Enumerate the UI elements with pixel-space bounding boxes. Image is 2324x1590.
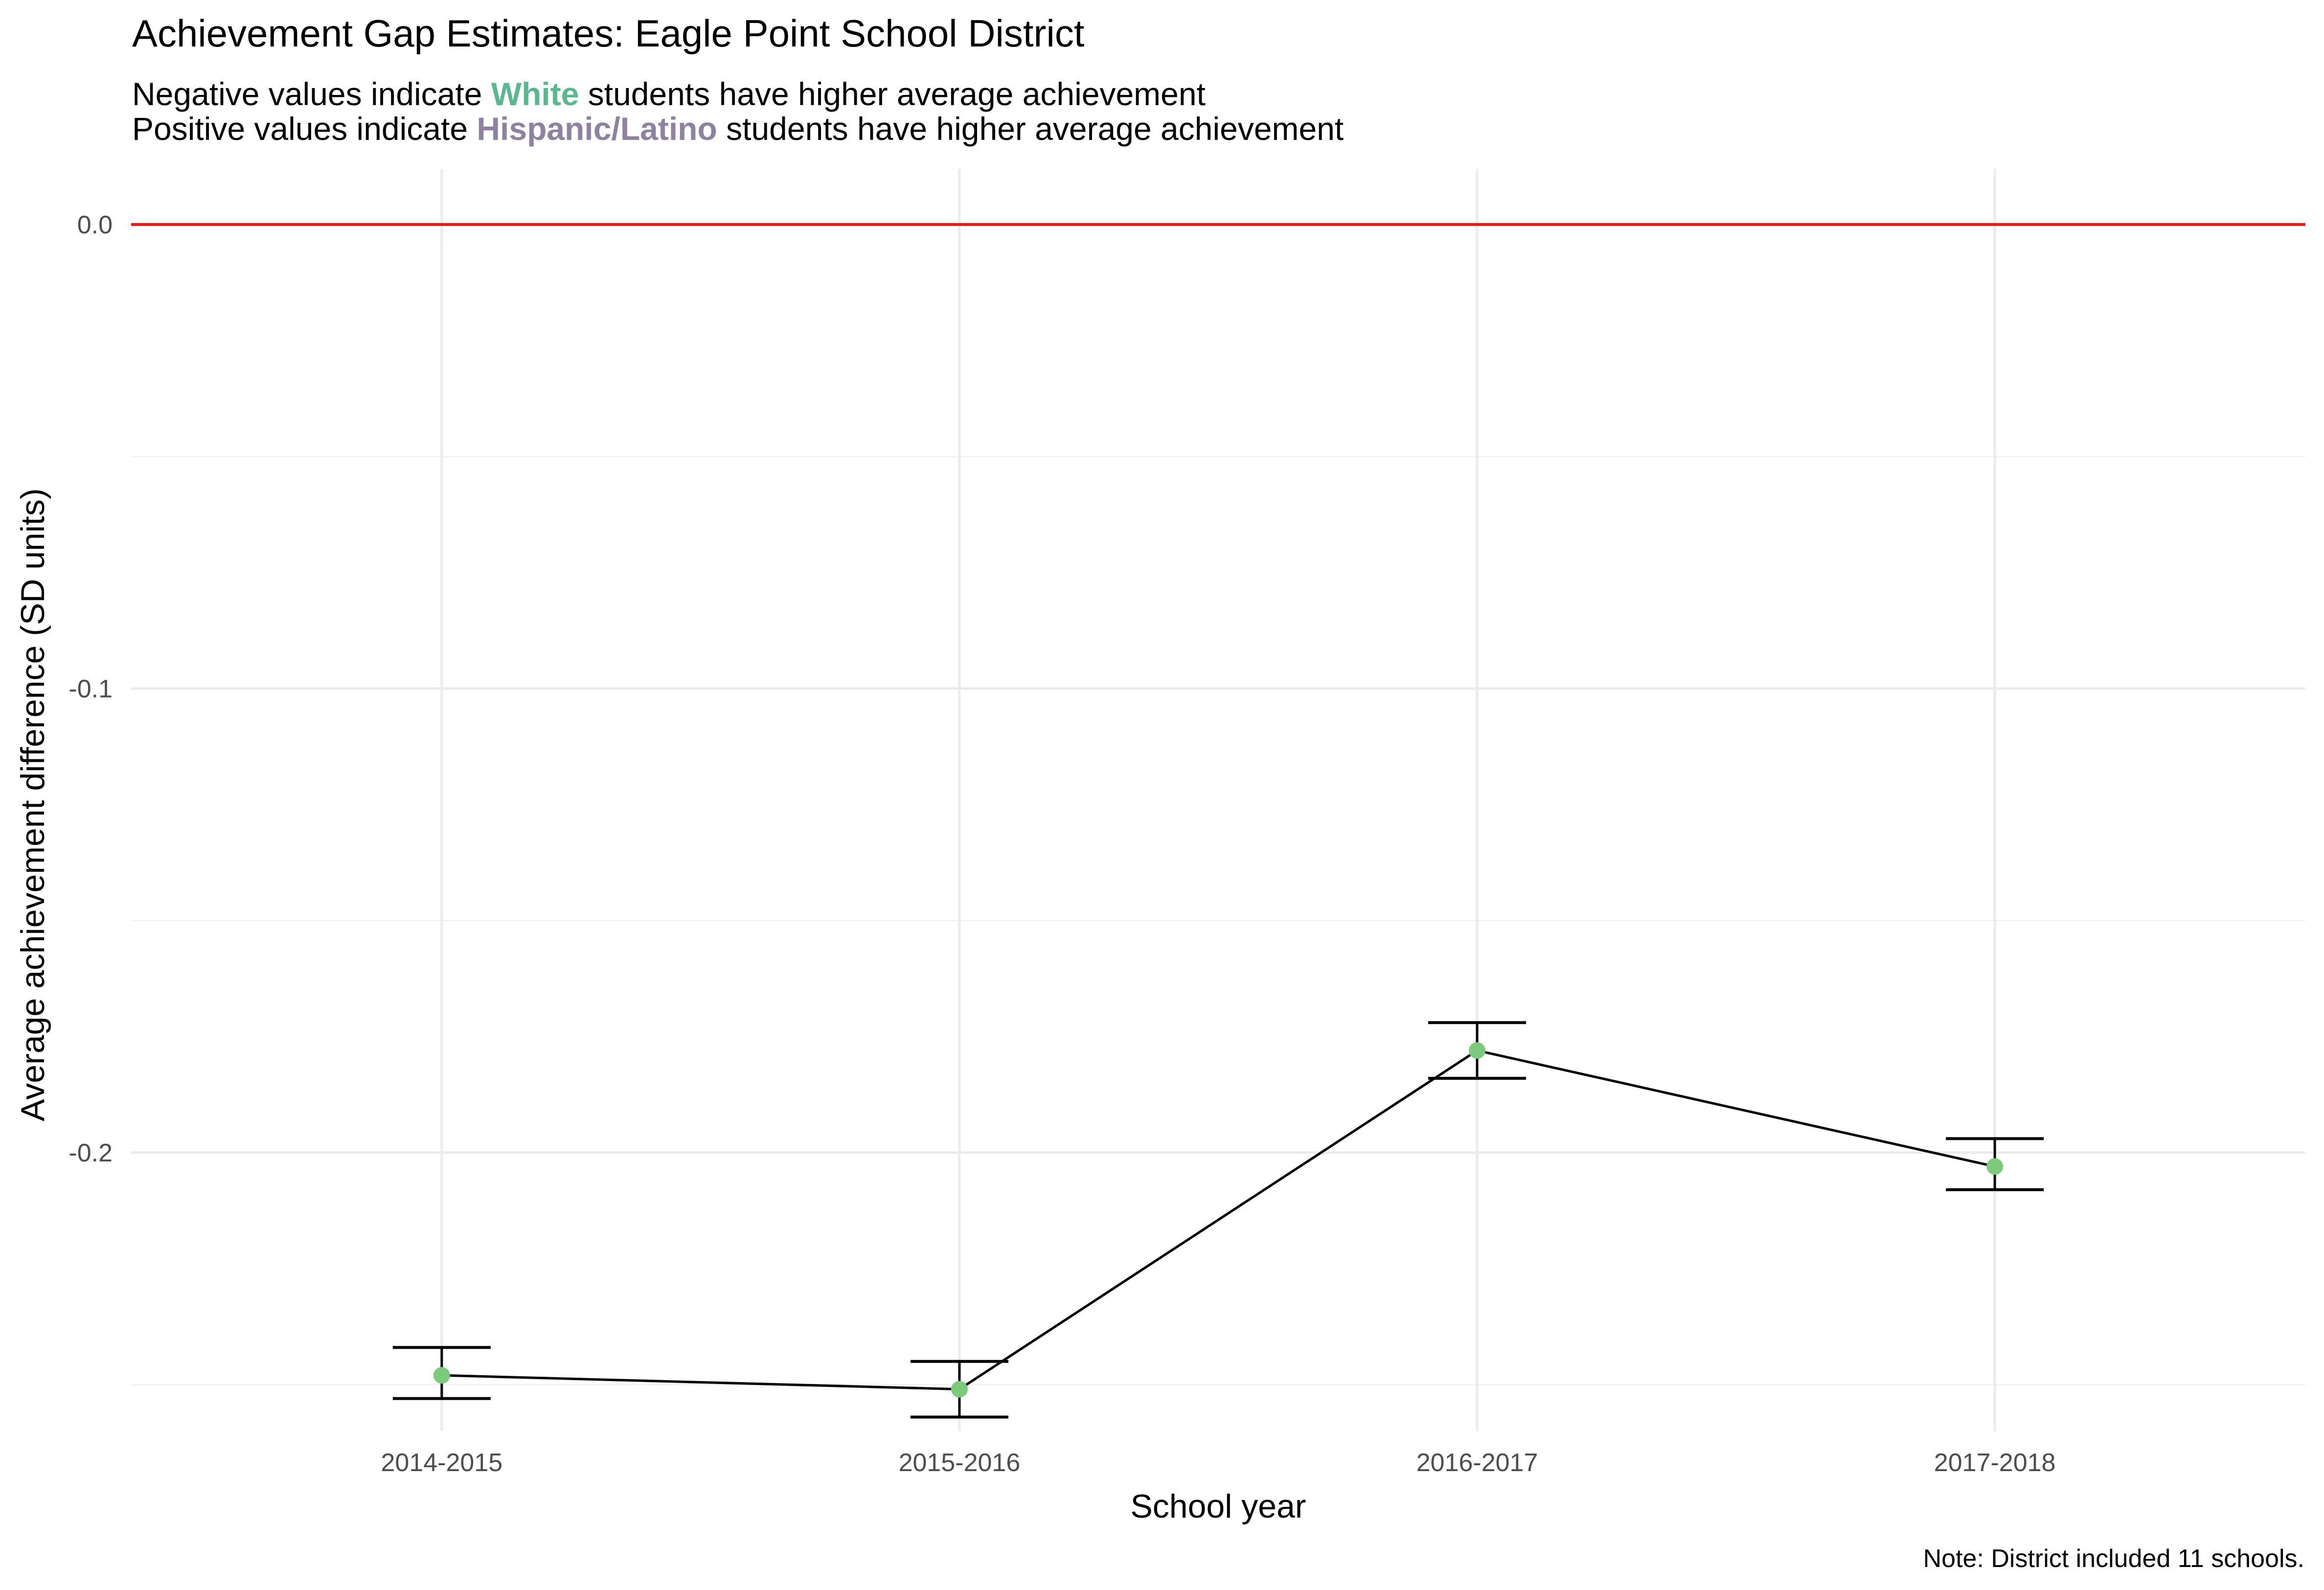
series-line: [441, 1049, 1995, 1391]
subtitle-line-1-suffix: students have higher average achievement: [579, 76, 1206, 112]
chart-title: Achievement Gap Estimates: Eagle Point S…: [132, 12, 1085, 55]
subtitle-line-2-highlight: Hispanic/Latino: [477, 111, 717, 147]
x-tick-label: 2014-2015: [381, 1449, 503, 1477]
data-point: [951, 1381, 968, 1398]
y-tick-label: 0.0: [77, 211, 113, 239]
x-tick-label: 2016-2017: [1416, 1449, 1538, 1477]
subtitle-line-2-prefix: Positive values indicate: [132, 111, 477, 147]
subtitle-line-1-highlight: White: [491, 76, 579, 112]
x-tick-label: 2017-2018: [1934, 1449, 2056, 1477]
subtitle-line-2: Positive values indicate Hispanic/Latino…: [132, 111, 1344, 147]
data-point: [433, 1367, 450, 1384]
y-tick-labels: 0.0 -0.1 -0.2: [68, 211, 113, 1167]
data-point: [1469, 1042, 1486, 1059]
x-axis-title: School year: [1130, 1488, 1306, 1525]
y-axis-title: Average achievement difference (SD units…: [14, 488, 51, 1121]
y-tick-label: -0.2: [68, 1139, 113, 1167]
subtitle-line-1: Negative values indicate White students …: [132, 76, 1206, 112]
data-layer: [392, 1021, 2044, 1419]
subtitle-line-1-prefix: Negative values indicate: [132, 76, 491, 112]
data-point: [1986, 1158, 2004, 1175]
title-group: Achievement Gap Estimates: Eagle Point S…: [132, 12, 1344, 147]
subtitle-line-2-suffix: students have higher average achievement: [717, 111, 1344, 147]
x-tick-labels: 2014-2015 2015-2016 2016-2017 2017-2018: [381, 1449, 2056, 1477]
caption: Note: District included 11 schools.: [1923, 1545, 2304, 1573]
x-tick-label: 2015-2016: [899, 1449, 1021, 1477]
y-tick-label: -0.1: [68, 675, 113, 703]
grid-layer: [131, 169, 2305, 1431]
